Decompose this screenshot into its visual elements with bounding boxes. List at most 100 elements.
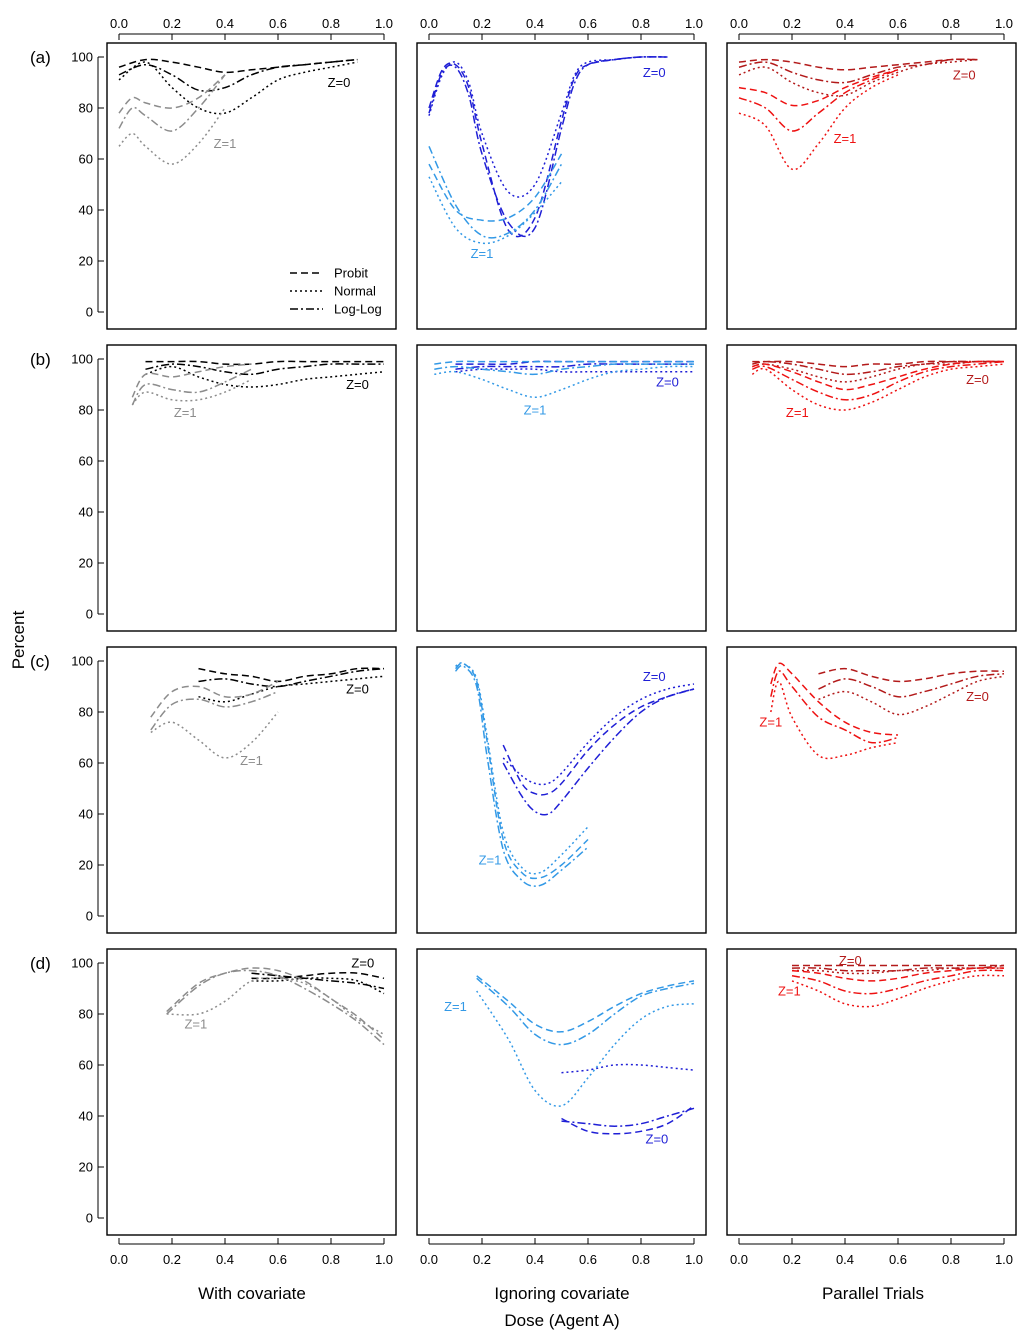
bottom-x-tick-label: 0.2 — [163, 1252, 181, 1267]
series-line-z0-log-log — [561, 1107, 695, 1127]
series-line-z0-log-log — [251, 972, 385, 990]
top-x-tick-label: 0.4 — [216, 16, 234, 31]
top-x-tick-label: 0.0 — [420, 16, 438, 31]
legend-label-normal: Normal — [334, 284, 376, 299]
series-line-z1-normal — [118, 107, 226, 165]
series-line-z1-log-log — [454, 664, 589, 887]
y-tick-label: 40 — [79, 807, 93, 822]
top-x-tick-label: 1.0 — [375, 16, 393, 31]
y-tick-label: 0 — [86, 305, 93, 320]
y-tick-label: 80 — [79, 403, 93, 418]
y-tick-label: 60 — [79, 1058, 93, 1073]
annotation-z-0: Z=0 — [643, 669, 666, 684]
y-tick-label: 100 — [71, 50, 93, 65]
series-line-z1-probit — [428, 153, 563, 222]
legend-label-probit: Probit — [334, 266, 368, 281]
series-line-z0-normal — [198, 675, 385, 703]
series-line-z1-log-log — [428, 145, 563, 239]
y-tick-label: 60 — [79, 756, 93, 771]
top-x-tick-label: 0.8 — [322, 16, 340, 31]
panel-frame-c-ignoring-covariate — [416, 646, 707, 934]
series-line-z0-normal — [145, 365, 385, 388]
series-line-z0-normal — [455, 368, 694, 373]
series-line-z1-probit — [118, 74, 226, 114]
series-line-z0-probit — [251, 971, 385, 980]
legend: Probit Normal Log-Log — [290, 266, 382, 317]
series-line-z1-log-log — [118, 74, 226, 132]
y-tick-label: 80 — [79, 1007, 93, 1022]
y-tick-label: 60 — [79, 454, 93, 469]
bottom-x-tick-label: 0.0 — [730, 1252, 748, 1267]
bottom-x-tick-label: 0.0 — [420, 1252, 438, 1267]
series-line-z0-log-log — [455, 363, 694, 370]
series-line-z0-probit — [561, 1105, 695, 1135]
bottom-x-tick-label: 0.6 — [579, 1252, 597, 1267]
top-x-tick-label: 0.2 — [783, 16, 801, 31]
annotation-z-1: Z=1 — [479, 852, 502, 867]
y-tick-label: 80 — [79, 705, 93, 720]
series-line-z0-probit — [738, 58, 978, 71]
series-line-z0-probit — [198, 667, 385, 683]
annotation-z-0: Z=0 — [346, 682, 369, 697]
series-line-z0-normal — [251, 977, 385, 995]
series-line-z1-log-log — [434, 363, 694, 376]
panel-frame-d-parallel-trials — [726, 948, 1017, 1236]
top-x-tick-label: 0.6 — [889, 16, 907, 31]
series-line-z0-log-log — [118, 58, 358, 92]
series-line-z0-normal — [791, 967, 1004, 975]
column-title-ignoring-covariate: Ignoring covariate — [494, 1284, 629, 1303]
x-axis-title: Dose (Agent A) — [504, 1311, 619, 1330]
panel-a-parallel-trials: Z=0 Z=1 — [738, 58, 978, 171]
top-x-tick-label: 0.8 — [632, 16, 650, 31]
series-line-z1-log-log — [131, 368, 252, 406]
series-line-z0-log-log — [145, 363, 384, 376]
series-line-z1-log-log — [166, 969, 385, 1046]
row-label-d: (d) — [30, 954, 51, 973]
series-line-z1-log-log — [770, 670, 899, 744]
annotation-z-1: Z=1 — [471, 246, 494, 261]
annotation-z-1: Z=1 — [834, 131, 857, 146]
bottom-x-tick-label: 0.0 — [110, 1252, 128, 1267]
top-x-tick-label: 0.6 — [579, 16, 597, 31]
annotation-z-1: Z=1 — [174, 405, 197, 420]
row-label-b: (b) — [30, 350, 51, 369]
panel-frame-a-with-covariate — [106, 42, 397, 330]
annotation-z-1: Z=1 — [786, 405, 809, 420]
top-x-tick-label: 0.4 — [836, 16, 854, 31]
series-line-z0-probit — [428, 56, 668, 238]
bottom-x-tick-label: 1.0 — [375, 1252, 393, 1267]
annotation-z-1: Z=1 — [444, 999, 467, 1014]
panel-b-ignoring-covariate: Z=0 Z=1 — [434, 360, 695, 418]
y-tick-label: 40 — [79, 1109, 93, 1124]
y-tick-label: 60 — [79, 152, 93, 167]
series-line-z1-normal — [791, 974, 1005, 1008]
panel-b-with-covariate: Z=0 Z=1 — [131, 360, 385, 420]
series-line-z1-probit — [434, 360, 694, 365]
bottom-x-tick-label: 0.4 — [216, 1252, 234, 1267]
y-tick-label: 80 — [79, 101, 93, 116]
series-line-z1-normal — [428, 176, 563, 245]
panel-a-ignoring-covariate: Z=0 Z=1 — [428, 56, 668, 261]
panel-frame-a-parallel-trials — [726, 42, 1017, 330]
y-tick-label: 20 — [79, 556, 93, 571]
bottom-x-tick-label: 1.0 — [685, 1252, 703, 1267]
series-line-z1-normal — [476, 990, 695, 1107]
y-tick-label: 0 — [86, 607, 93, 622]
annotation-z-0: Z=0 — [643, 65, 666, 80]
bottom-x-tick-label: 0.8 — [632, 1252, 650, 1267]
y-tick-label: 20 — [79, 254, 93, 269]
annotation-z-0: Z=0 — [646, 1131, 669, 1146]
bottom-x-tick-label: 1.0 — [995, 1252, 1013, 1267]
series-line-z0-log-log — [752, 360, 1004, 376]
panel-frame-c-with-covariate — [106, 646, 397, 934]
series-line-z1-normal — [738, 74, 899, 171]
y-tick-label: 40 — [79, 505, 93, 520]
bottom-x-tick-label: 0.6 — [269, 1252, 287, 1267]
annotation-z-0: Z=0 — [328, 75, 351, 90]
annotation-z-0: Z=0 — [966, 372, 989, 387]
series-line-z1-probit — [454, 662, 589, 880]
annotation-z-0: Z=0 — [953, 67, 976, 82]
series-line-z1-log-log — [791, 969, 1005, 995]
series-line-z0-normal — [428, 56, 668, 198]
